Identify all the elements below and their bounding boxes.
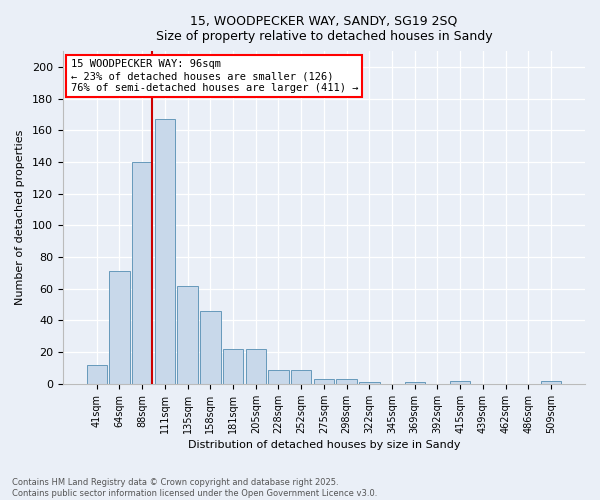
Bar <box>337 379 357 384</box>
Bar <box>359 382 380 384</box>
Text: Contains HM Land Registry data © Crown copyright and database right 2025.
Contai: Contains HM Land Registry data © Crown c… <box>12 478 377 498</box>
Bar <box>245 349 266 384</box>
Bar <box>541 380 561 384</box>
X-axis label: Distribution of detached houses by size in Sandy: Distribution of detached houses by size … <box>188 440 460 450</box>
Bar <box>109 272 130 384</box>
Bar <box>223 349 243 384</box>
Title: 15, WOODPECKER WAY, SANDY, SG19 2SQ
Size of property relative to detached houses: 15, WOODPECKER WAY, SANDY, SG19 2SQ Size… <box>155 15 492 43</box>
Bar <box>291 370 311 384</box>
Bar <box>132 162 152 384</box>
Y-axis label: Number of detached properties: Number of detached properties <box>15 130 25 305</box>
Bar <box>268 370 289 384</box>
Bar <box>178 286 198 384</box>
Bar <box>450 380 470 384</box>
Bar <box>200 311 221 384</box>
Bar <box>314 379 334 384</box>
Bar <box>404 382 425 384</box>
Bar <box>155 119 175 384</box>
Bar <box>86 365 107 384</box>
Text: 15 WOODPECKER WAY: 96sqm
← 23% of detached houses are smaller (126)
76% of semi-: 15 WOODPECKER WAY: 96sqm ← 23% of detach… <box>71 60 358 92</box>
